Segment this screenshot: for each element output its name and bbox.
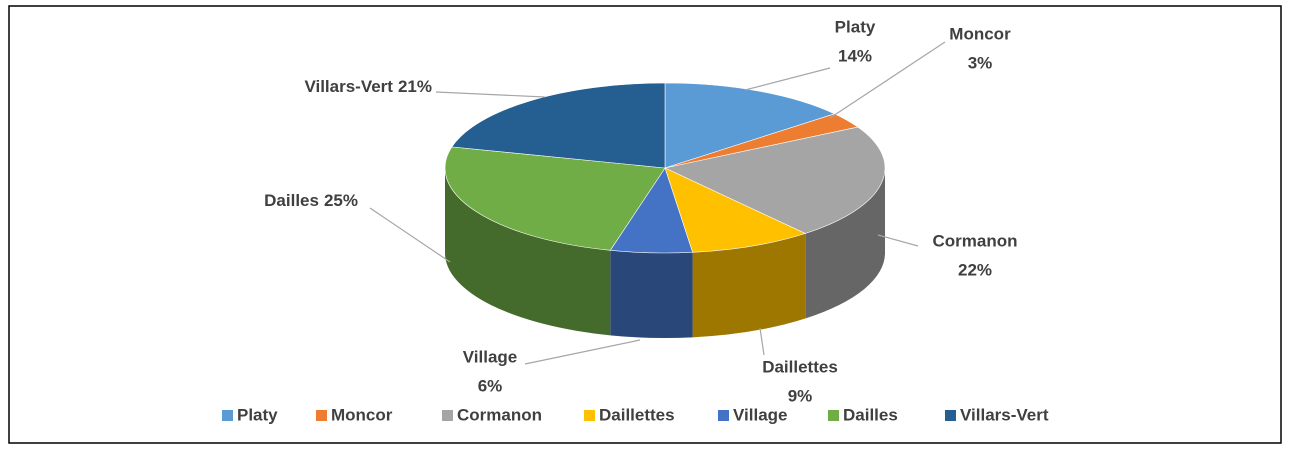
slice: [664, 82, 836, 169]
data-label-value: 21%: [398, 77, 432, 96]
legend-swatch: [718, 410, 729, 421]
slice-side: [445, 168, 611, 336]
slice: [664, 167, 807, 253]
slice-side: [692, 233, 806, 338]
leader-line: [829, 41, 946, 119]
data-label-value: 6%: [478, 376, 503, 395]
data-label-value: 25%: [324, 191, 358, 210]
slice-side: [610, 250, 693, 338]
data-label-name: Cormanon: [933, 231, 1018, 250]
data-label: Villars-Vert 21%: [304, 77, 432, 96]
legend-swatch: [442, 410, 453, 421]
slice-side: [805, 168, 885, 319]
legend-swatch: [222, 410, 233, 421]
legend-swatch: [316, 410, 327, 421]
legend-label: Villars-Vert: [960, 405, 1049, 424]
legend-label: Village: [733, 405, 788, 424]
leader-line: [759, 327, 765, 356]
slice: [664, 126, 886, 234]
legend-label: Moncor: [331, 405, 393, 424]
leader-line: [369, 207, 451, 263]
legend-label: Platy: [237, 405, 278, 424]
leader-line: [524, 339, 641, 365]
slice: [451, 82, 666, 169]
legend-swatch: [945, 410, 956, 421]
data-label-value: 3%: [968, 53, 993, 72]
data-label-value: 14%: [838, 46, 872, 65]
data-label-name: Daillettes: [762, 357, 838, 376]
data-label-name: Villars-Vert: [304, 77, 393, 96]
slice: [444, 146, 666, 251]
legend-swatch: [828, 410, 839, 421]
data-label-name: Moncor: [949, 24, 1011, 43]
data-label-name: Platy: [835, 17, 876, 36]
legend-swatch: [584, 410, 595, 421]
legend-label: Daillettes: [599, 405, 675, 424]
data-label: Dailles 25%: [264, 191, 358, 210]
leader-line: [744, 67, 831, 91]
data-label-value: 22%: [958, 260, 992, 279]
legend-label: Cormanon: [457, 405, 542, 424]
leader-line: [877, 234, 919, 247]
data-label-value: 9%: [788, 386, 813, 405]
legend-label: Dailles: [843, 405, 898, 424]
data-label-name: Village: [463, 347, 518, 366]
leader-line: [435, 91, 546, 98]
data-label-name: Dailles: [264, 191, 319, 210]
